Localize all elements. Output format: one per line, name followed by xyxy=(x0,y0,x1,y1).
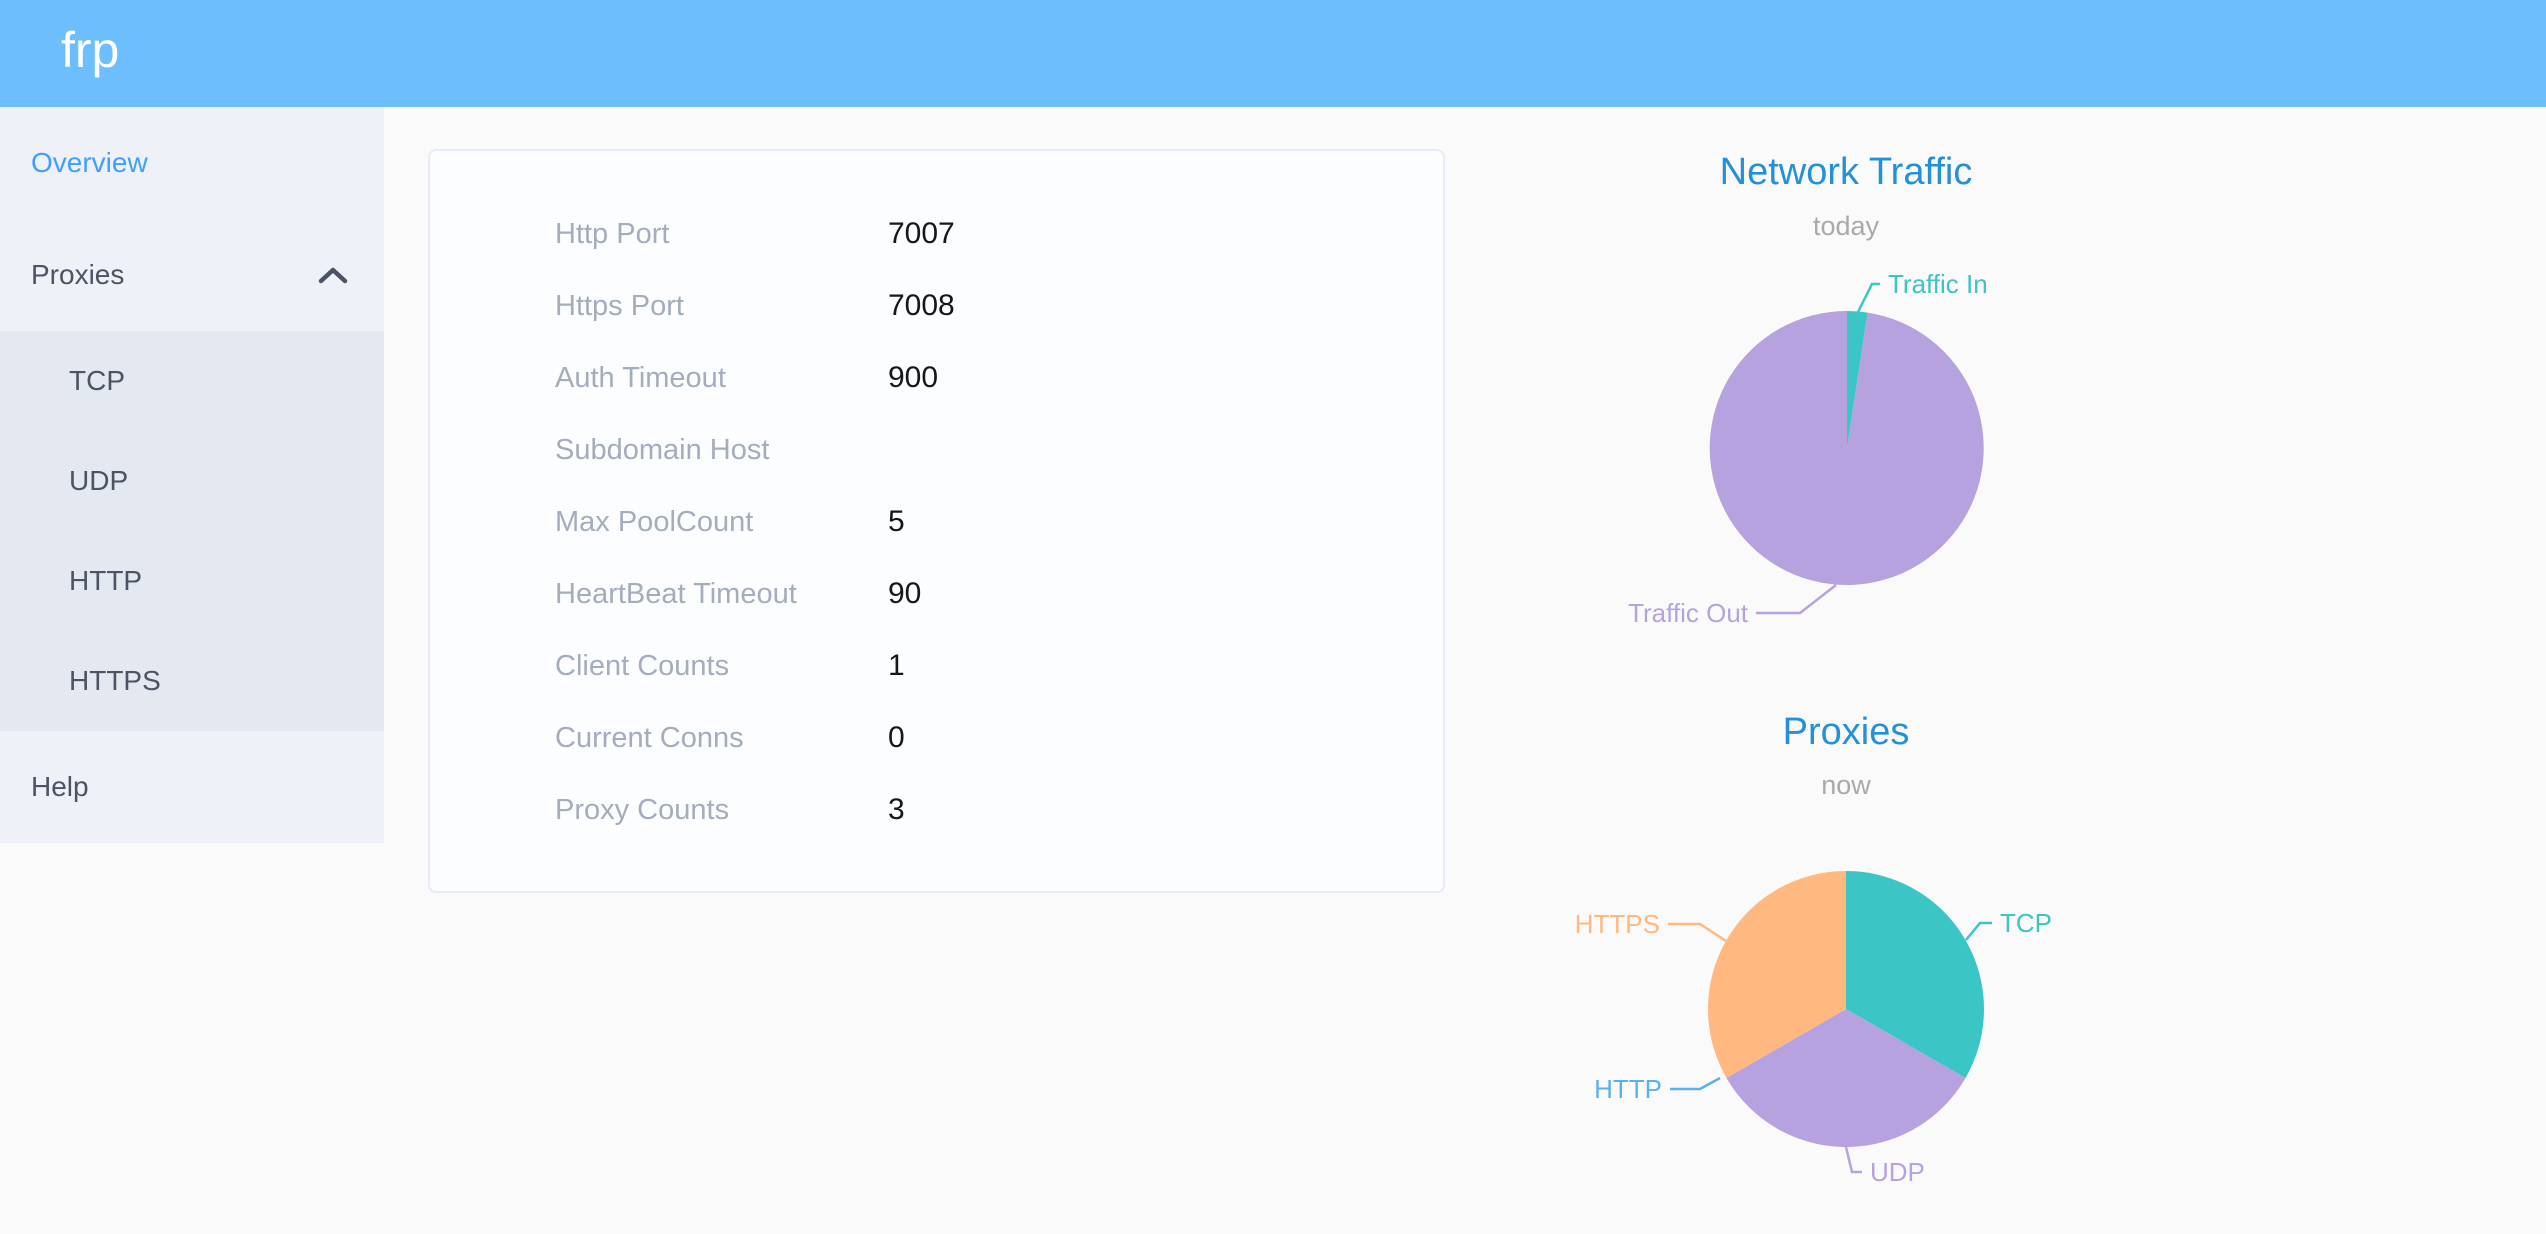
http-leader-line xyxy=(1670,1076,1721,1091)
sidebar-item-label: UDP xyxy=(69,465,129,496)
pie-slice-traffic-in[interactable] xyxy=(1847,311,1868,448)
proxies-subtitle: now xyxy=(1821,770,1871,800)
info-row-label: Current Conns xyxy=(555,721,744,754)
app-logo: frp xyxy=(61,22,120,78)
chevron-up-icon xyxy=(318,267,348,284)
info-row-value: 1 xyxy=(888,649,905,682)
info-row-value: 900 xyxy=(888,361,939,394)
sidebar-item-label: HTTP xyxy=(69,565,143,596)
info-row: Proxy Counts 3 xyxy=(430,774,1443,846)
sidebar-item-http[interactable]: HTTP xyxy=(0,531,384,631)
sidebar-item-udp[interactable]: UDP xyxy=(0,431,384,531)
info-row-value: 7007 xyxy=(888,217,955,250)
sidebar-item-tcp[interactable]: TCP xyxy=(0,331,384,431)
info-row: Max PoolCount 5 xyxy=(430,486,1443,558)
sidebar-item-label: HTTPS xyxy=(69,665,161,696)
proxies-pie-chart: TCP UDP HTTP HTTPS xyxy=(1575,871,2052,1187)
https-leader-line xyxy=(1668,922,1727,943)
https-label: HTTPS xyxy=(1575,909,1660,939)
traffic-out-leader-line xyxy=(1756,584,1837,615)
traffic-in-label: Traffic In xyxy=(1888,269,1988,299)
info-row: Client Counts 1 xyxy=(430,630,1443,702)
pie-slice-udp[interactable] xyxy=(1726,1009,1966,1147)
info-row-value: 3 xyxy=(888,793,905,826)
traffic-out-label: Traffic Out xyxy=(1628,598,1749,628)
info-row-value: 0 xyxy=(888,721,905,754)
network-traffic-title: Network Traffic xyxy=(1719,151,1973,193)
info-row-label: Client Counts xyxy=(555,649,730,682)
info-row-label: Proxy Counts xyxy=(555,793,730,826)
sidebar-item-label: Proxies xyxy=(31,259,125,290)
udp-label: UDP xyxy=(1870,1157,1925,1187)
pie-slice-tcp[interactable] xyxy=(1846,871,1984,1078)
info-row-label: Auth Timeout xyxy=(555,361,726,394)
server-info-card: Http Port 7007 Https Port 7008 Auth Time… xyxy=(428,149,1445,893)
info-row-label: Http Port xyxy=(555,217,670,250)
info-row-value: 90 xyxy=(888,577,922,610)
sidebar-item-label: Help xyxy=(31,771,89,802)
info-row: HeartBeat Timeout 90 xyxy=(430,558,1443,630)
sidebar: Overview Proxies TCP UDP HTTP HTTPS Help xyxy=(0,107,384,843)
sidebar-item-help[interactable]: Help xyxy=(0,731,384,843)
sidebar-item-label: TCP xyxy=(69,365,125,396)
traffic-in-leader-line xyxy=(1856,282,1880,313)
info-row-value: 7008 xyxy=(888,289,955,322)
server-info-rows: Http Port 7007 Https Port 7008 Auth Time… xyxy=(430,198,1443,846)
info-row: Auth Timeout 900 xyxy=(430,342,1443,414)
info-row-label: HeartBeat Timeout xyxy=(555,577,797,610)
info-row-label: Https Port xyxy=(555,289,684,322)
app-header: frp xyxy=(0,0,2546,107)
sidebar-item-overview[interactable]: Overview xyxy=(0,107,384,219)
tcp-label: TCP xyxy=(2000,908,2052,938)
tcp-leader-line xyxy=(1965,921,1992,941)
network-traffic-pie[interactable] xyxy=(1709,310,1984,585)
proxies-title: Proxies xyxy=(1782,711,1910,753)
info-row-value: 5 xyxy=(888,505,905,538)
network-traffic-subtitle: today xyxy=(1812,211,1880,241)
info-row-label: Max PoolCount xyxy=(555,505,754,538)
sidebar-item-https[interactable]: HTTPS xyxy=(0,631,384,731)
pie-slice-https[interactable] xyxy=(1708,871,1846,1078)
network-traffic-pie-chart: Traffic In Traffic Out xyxy=(1628,269,1988,628)
info-row: Http Port 7007 xyxy=(430,198,1443,270)
sidebar-item-label: Overview xyxy=(31,147,148,178)
info-row-label: Subdomain Host xyxy=(555,433,770,466)
info-row: Current Conns 0 xyxy=(430,702,1443,774)
udp-leader-line xyxy=(1844,1146,1862,1174)
info-row: Subdomain Host xyxy=(430,414,1443,486)
proxies-submenu: TCP UDP HTTP HTTPS xyxy=(0,331,384,731)
http-label: HTTP xyxy=(1594,1074,1662,1104)
info-row: Https Port 7008 xyxy=(430,270,1443,342)
sidebar-item-proxies[interactable]: Proxies xyxy=(0,219,384,331)
proxies-pie[interactable] xyxy=(1708,871,1984,1147)
pie-slice-traffic-out[interactable] xyxy=(1709,310,1984,585)
